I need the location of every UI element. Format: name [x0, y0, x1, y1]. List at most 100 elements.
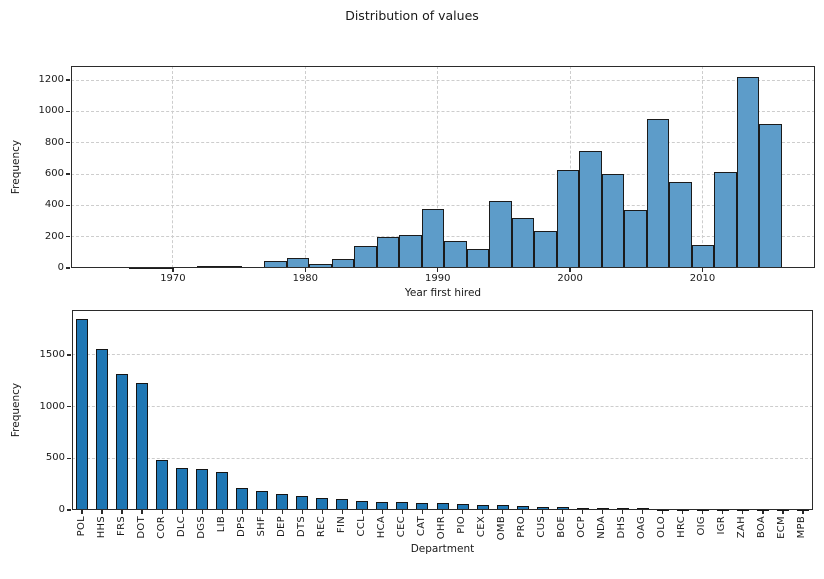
bar	[456, 504, 469, 510]
gridline-vertical	[569, 66, 571, 268]
x-tick-label-rotated: CUS	[536, 516, 548, 538]
x-tick-mark	[321, 510, 323, 514]
bar	[396, 502, 409, 510]
x-tick-mark	[441, 510, 444, 514]
x-tick-label-rotated: PIO	[456, 516, 468, 534]
gridline-horizontal	[72, 354, 813, 356]
x-tick-mark	[221, 510, 223, 514]
x-tick-mark	[622, 510, 624, 514]
gridline-horizontal	[71, 79, 815, 81]
x-tick-label-rotated: DOT	[135, 516, 147, 539]
x-tick-label-rotated: SHF	[255, 516, 267, 537]
gridline-horizontal	[72, 457, 813, 459]
figure-title: Distribution of values	[345, 8, 479, 23]
y-tick-label: 1000	[39, 400, 65, 412]
x-tick-mark	[437, 268, 439, 272]
y-tick-label: 1200	[38, 74, 64, 86]
x-tick-label-rotated: FRS	[115, 516, 127, 536]
histogram-bar	[466, 248, 490, 268]
x-tick-label-rotated: BOA	[756, 516, 768, 539]
y-tick-mark	[67, 406, 71, 408]
x-tick-mark	[562, 510, 564, 514]
x-tick-mark	[421, 510, 424, 514]
histogram-bar	[534, 231, 557, 268]
bar	[696, 508, 709, 511]
bar	[416, 502, 429, 510]
y-tick-label: 1500	[39, 348, 65, 360]
x-tick-label-rotated: OAG	[636, 516, 648, 540]
x-tick-mark	[101, 510, 103, 514]
histogram-bar	[669, 181, 692, 268]
histogram-bar	[129, 267, 152, 270]
bar	[596, 508, 609, 511]
histogram-bar	[646, 119, 670, 268]
gridline-horizontal	[72, 406, 813, 408]
x-tick-label-rotated: REC	[315, 516, 327, 538]
x-tick-mark	[381, 510, 383, 514]
gridline-horizontal	[71, 142, 815, 144]
x-tick-label: 2010	[689, 273, 716, 284]
x-tick-label-rotated: HHS	[95, 516, 107, 539]
x-tick-label-rotated: DGS	[195, 516, 207, 539]
x-tick-label: 1970	[160, 273, 186, 284]
gridline-vertical	[437, 66, 439, 268]
y-tick-mark	[67, 509, 71, 511]
x-tick-mark	[501, 510, 504, 514]
y-tick-label: 0	[58, 504, 65, 515]
x-tick-mark	[281, 510, 283, 514]
x-tick-mark	[461, 510, 464, 514]
histogram-bar	[444, 240, 467, 268]
x-tick-mark	[361, 510, 363, 514]
x-tick-mark	[181, 510, 183, 514]
x-tick-mark	[172, 268, 174, 272]
histogram-bar	[489, 200, 512, 268]
histogram-bar	[421, 208, 445, 268]
x-tick-mark	[141, 510, 143, 514]
x-tick-label-rotated: DHS	[616, 516, 628, 539]
bar	[136, 383, 149, 510]
bar	[536, 506, 549, 510]
histogram-bar	[264, 260, 287, 268]
bar	[336, 499, 349, 510]
histogram-bar	[691, 244, 715, 268]
x-tick-label-rotated: ZAH	[736, 516, 748, 539]
histogram-bar	[579, 151, 602, 268]
x-tick-mark	[642, 510, 644, 514]
x-tick-mark	[481, 510, 484, 514]
top-chart-ylabel: Frequency	[10, 139, 22, 195]
bar	[156, 459, 169, 510]
x-tick-mark	[662, 510, 664, 514]
y-tick-label: 400	[44, 199, 64, 211]
x-tick-label: 2000	[557, 273, 583, 284]
x-tick-label-rotated: DTS	[295, 516, 307, 538]
y-tick-mark	[66, 110, 70, 112]
bottom-chart-ylabel: Frequency	[10, 382, 22, 438]
x-tick-label-rotated: OHR	[436, 516, 447, 540]
histogram-bar	[601, 174, 625, 268]
x-tick-label-rotated: BOE	[556, 516, 568, 538]
y-tick-mark	[66, 173, 70, 175]
x-tick-mark	[542, 510, 544, 514]
gridline-vertical	[701, 66, 703, 268]
x-tick-mark	[304, 268, 306, 272]
histogram-bar	[511, 218, 535, 268]
histogram-bar	[354, 245, 377, 268]
y-tick-mark	[66, 236, 70, 238]
bar	[576, 508, 589, 511]
x-tick-label-rotated: DPS	[235, 516, 247, 537]
bar	[76, 319, 88, 510]
bar	[716, 508, 729, 511]
bottom-chart-xlabel: Department	[410, 543, 475, 555]
bar	[376, 502, 389, 510]
x-tick-mark	[722, 510, 724, 514]
bar	[476, 505, 489, 510]
x-tick-label-rotated: DLC	[175, 516, 187, 538]
x-tick-mark	[201, 510, 203, 514]
y-tick-mark	[67, 354, 71, 356]
x-tick-label-rotated: ECM	[776, 516, 788, 539]
x-tick-mark	[582, 510, 584, 514]
x-tick-label-rotated: CEC	[395, 516, 407, 538]
x-tick-label-rotated: OCP	[576, 516, 588, 538]
histogram-bar	[331, 259, 355, 268]
bar	[556, 507, 569, 510]
